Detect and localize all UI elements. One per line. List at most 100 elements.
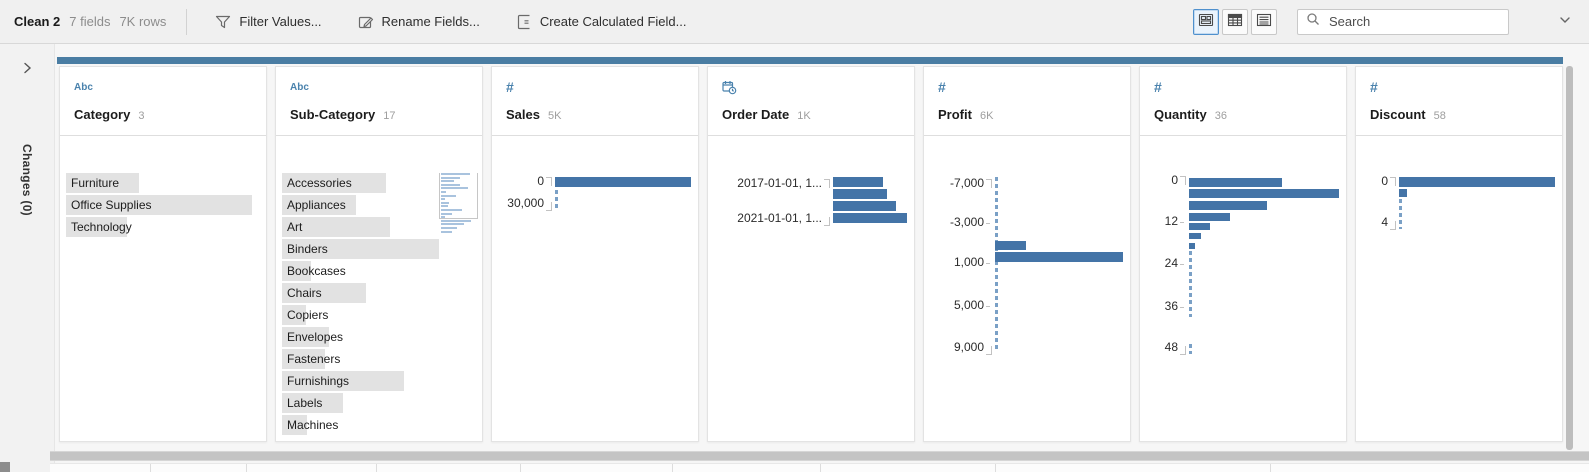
axis-tick-label: 24 <box>1164 256 1178 270</box>
value-row[interactable]: Accessories <box>276 173 482 193</box>
value-row[interactable]: Technology <box>60 217 266 237</box>
abc-type-icon: Abc <box>290 82 309 93</box>
field-header: Sub-Category 17 <box>290 106 474 124</box>
histogram-bar[interactable] <box>1399 189 1407 197</box>
value-row[interactable]: Bookcases <box>276 261 482 281</box>
histogram-bar[interactable] <box>833 201 896 211</box>
value-label: Bookcases <box>287 264 346 278</box>
expand-changes-button[interactable] <box>17 58 37 81</box>
value-row[interactable]: Binders <box>276 239 482 259</box>
grid-column-divider <box>150 464 151 472</box>
collapse-pane-button[interactable] <box>1555 10 1575 33</box>
histogram-bar[interactable] <box>1189 178 1282 187</box>
value-label: Copiers <box>287 308 329 322</box>
histogram-bar[interactable] <box>833 213 907 223</box>
minimap-bar <box>441 223 464 226</box>
axis-tick-label: -3,000 <box>949 215 984 229</box>
histogram-bar[interactable] <box>833 189 887 199</box>
number-type-icon: # <box>506 79 514 95</box>
value-row[interactable]: Appliances <box>276 195 482 215</box>
field-card-category[interactable]: Abc Category 3 Furniture Office Supplies Tech… <box>59 66 267 442</box>
field-card-sales[interactable]: # Sales 5K 0 30,000 <box>491 66 699 442</box>
value-label: Art <box>287 220 303 234</box>
field-header-divider <box>276 135 482 136</box>
grid-column-divider <box>1270 464 1271 472</box>
grid-view-button[interactable] <box>1222 8 1248 35</box>
value-distribution-bar <box>282 283 366 303</box>
axis-tick-mark <box>1180 264 1184 265</box>
histogram-bar[interactable] <box>995 241 1026 250</box>
value-row[interactable]: Chairs <box>276 283 482 303</box>
value-label: Office Supplies <box>71 198 152 212</box>
filter-values-button[interactable]: Filter Values... <box>207 8 329 36</box>
value-row[interactable]: Office Supplies <box>60 195 266 215</box>
value-row[interactable]: Furniture <box>60 173 266 193</box>
value-row[interactable]: Fasteners <box>276 349 482 369</box>
list-view-button[interactable] <box>1251 8 1277 35</box>
histogram-bar[interactable] <box>1189 189 1339 198</box>
step-title: Clean 2 <box>14 14 61 29</box>
value-row[interactable]: Envelopes <box>276 327 482 347</box>
search-input[interactable] <box>1327 13 1507 30</box>
axis-tick-label: 2021-01-01, 1... <box>737 211 822 225</box>
minimap-bar <box>441 219 471 222</box>
scroll-minimap[interactable] <box>439 173 479 234</box>
histogram-bar[interactable] <box>1189 223 1210 230</box>
histogram-sparse-dashes <box>1189 344 1192 354</box>
rename-fields-button[interactable]: Rename Fields... <box>350 8 488 36</box>
field-viz: 0 30,000 <box>492 173 698 439</box>
minimap-bar <box>441 226 457 229</box>
toolbar-right-group <box>1193 8 1575 35</box>
field-card-discount[interactable]: # Discount 58 0 4 <box>1355 66 1563 442</box>
axis-tick-label: 5,000 <box>953 298 984 312</box>
histogram-bar[interactable] <box>1189 233 1201 239</box>
grid-column-divider <box>520 464 521 472</box>
vertical-scrollbar[interactable] <box>1566 66 1573 450</box>
histogram-bar[interactable] <box>995 252 1123 262</box>
axis-tick-mark <box>824 179 830 188</box>
horizontal-scrollbar[interactable] <box>50 451 1589 461</box>
minimap-bar <box>441 208 462 211</box>
value-label: Chairs <box>287 286 322 300</box>
field-card-quantity[interactable]: # Quantity 36 0 12 24 36 48 <box>1139 66 1347 442</box>
value-distribution-bar <box>282 371 404 391</box>
axis-tick-label: 12 <box>1164 214 1178 228</box>
value-distribution-bar <box>282 195 356 215</box>
value-row[interactable]: Labels <box>276 393 482 413</box>
search-box[interactable] <box>1297 8 1509 35</box>
field-header: Sales 5K <box>506 106 690 124</box>
field-card-order-date[interactable]: Order Date 1K 2017-01-01, 1... 2021-01-01, … <box>707 66 915 442</box>
histogram-bar[interactable] <box>1189 201 1267 210</box>
histogram-sparse-dashes <box>555 190 558 209</box>
field-card-profit[interactable]: # Profit 6K -7,000 -3,000 1,000 5,000 9,000 <box>923 66 1131 442</box>
filter-values-label: Filter Values... <box>239 14 322 29</box>
histogram-bar[interactable] <box>833 177 883 187</box>
histogram-bar[interactable] <box>1189 213 1230 221</box>
axis-tick-mark <box>1180 222 1184 223</box>
axis-tick-mark <box>1390 177 1396 186</box>
field-header-divider <box>708 135 914 136</box>
value-row[interactable]: Furnishings <box>276 371 482 391</box>
toolbar-divider <box>186 8 188 35</box>
minimap-bar <box>441 176 460 179</box>
histogram-bar[interactable] <box>1189 243 1195 249</box>
minimap-bar <box>441 198 445 201</box>
value-distribution-bar <box>282 217 390 237</box>
value-row[interactable]: Art <box>276 217 482 237</box>
value-label: Envelopes <box>287 330 344 344</box>
value-row[interactable]: Copiers <box>276 305 482 325</box>
axis-tick-mark <box>1390 221 1396 230</box>
field-viz: 0 12 24 36 48 <box>1140 173 1346 439</box>
value-label: Appliances <box>287 198 346 212</box>
profile-view-button[interactable] <box>1193 8 1219 35</box>
histogram-sparse-dashes <box>1399 199 1402 229</box>
field-header: Profit 6K <box>938 106 1122 124</box>
histogram-bar[interactable] <box>555 177 691 187</box>
changes-tab[interactable]: Changes (0) <box>0 144 54 221</box>
histogram-bar[interactable] <box>1399 177 1555 187</box>
create-calculated-field-button[interactable]: Create Calculated Field... <box>508 8 695 36</box>
field-header: Category 3 <box>74 106 258 124</box>
field-card-sub-category[interactable]: Abc Sub-Category 17 Accessories Appliances Ar… <box>275 66 483 442</box>
value-distribution-bar <box>282 415 307 435</box>
value-row[interactable]: Machines <box>276 415 482 435</box>
